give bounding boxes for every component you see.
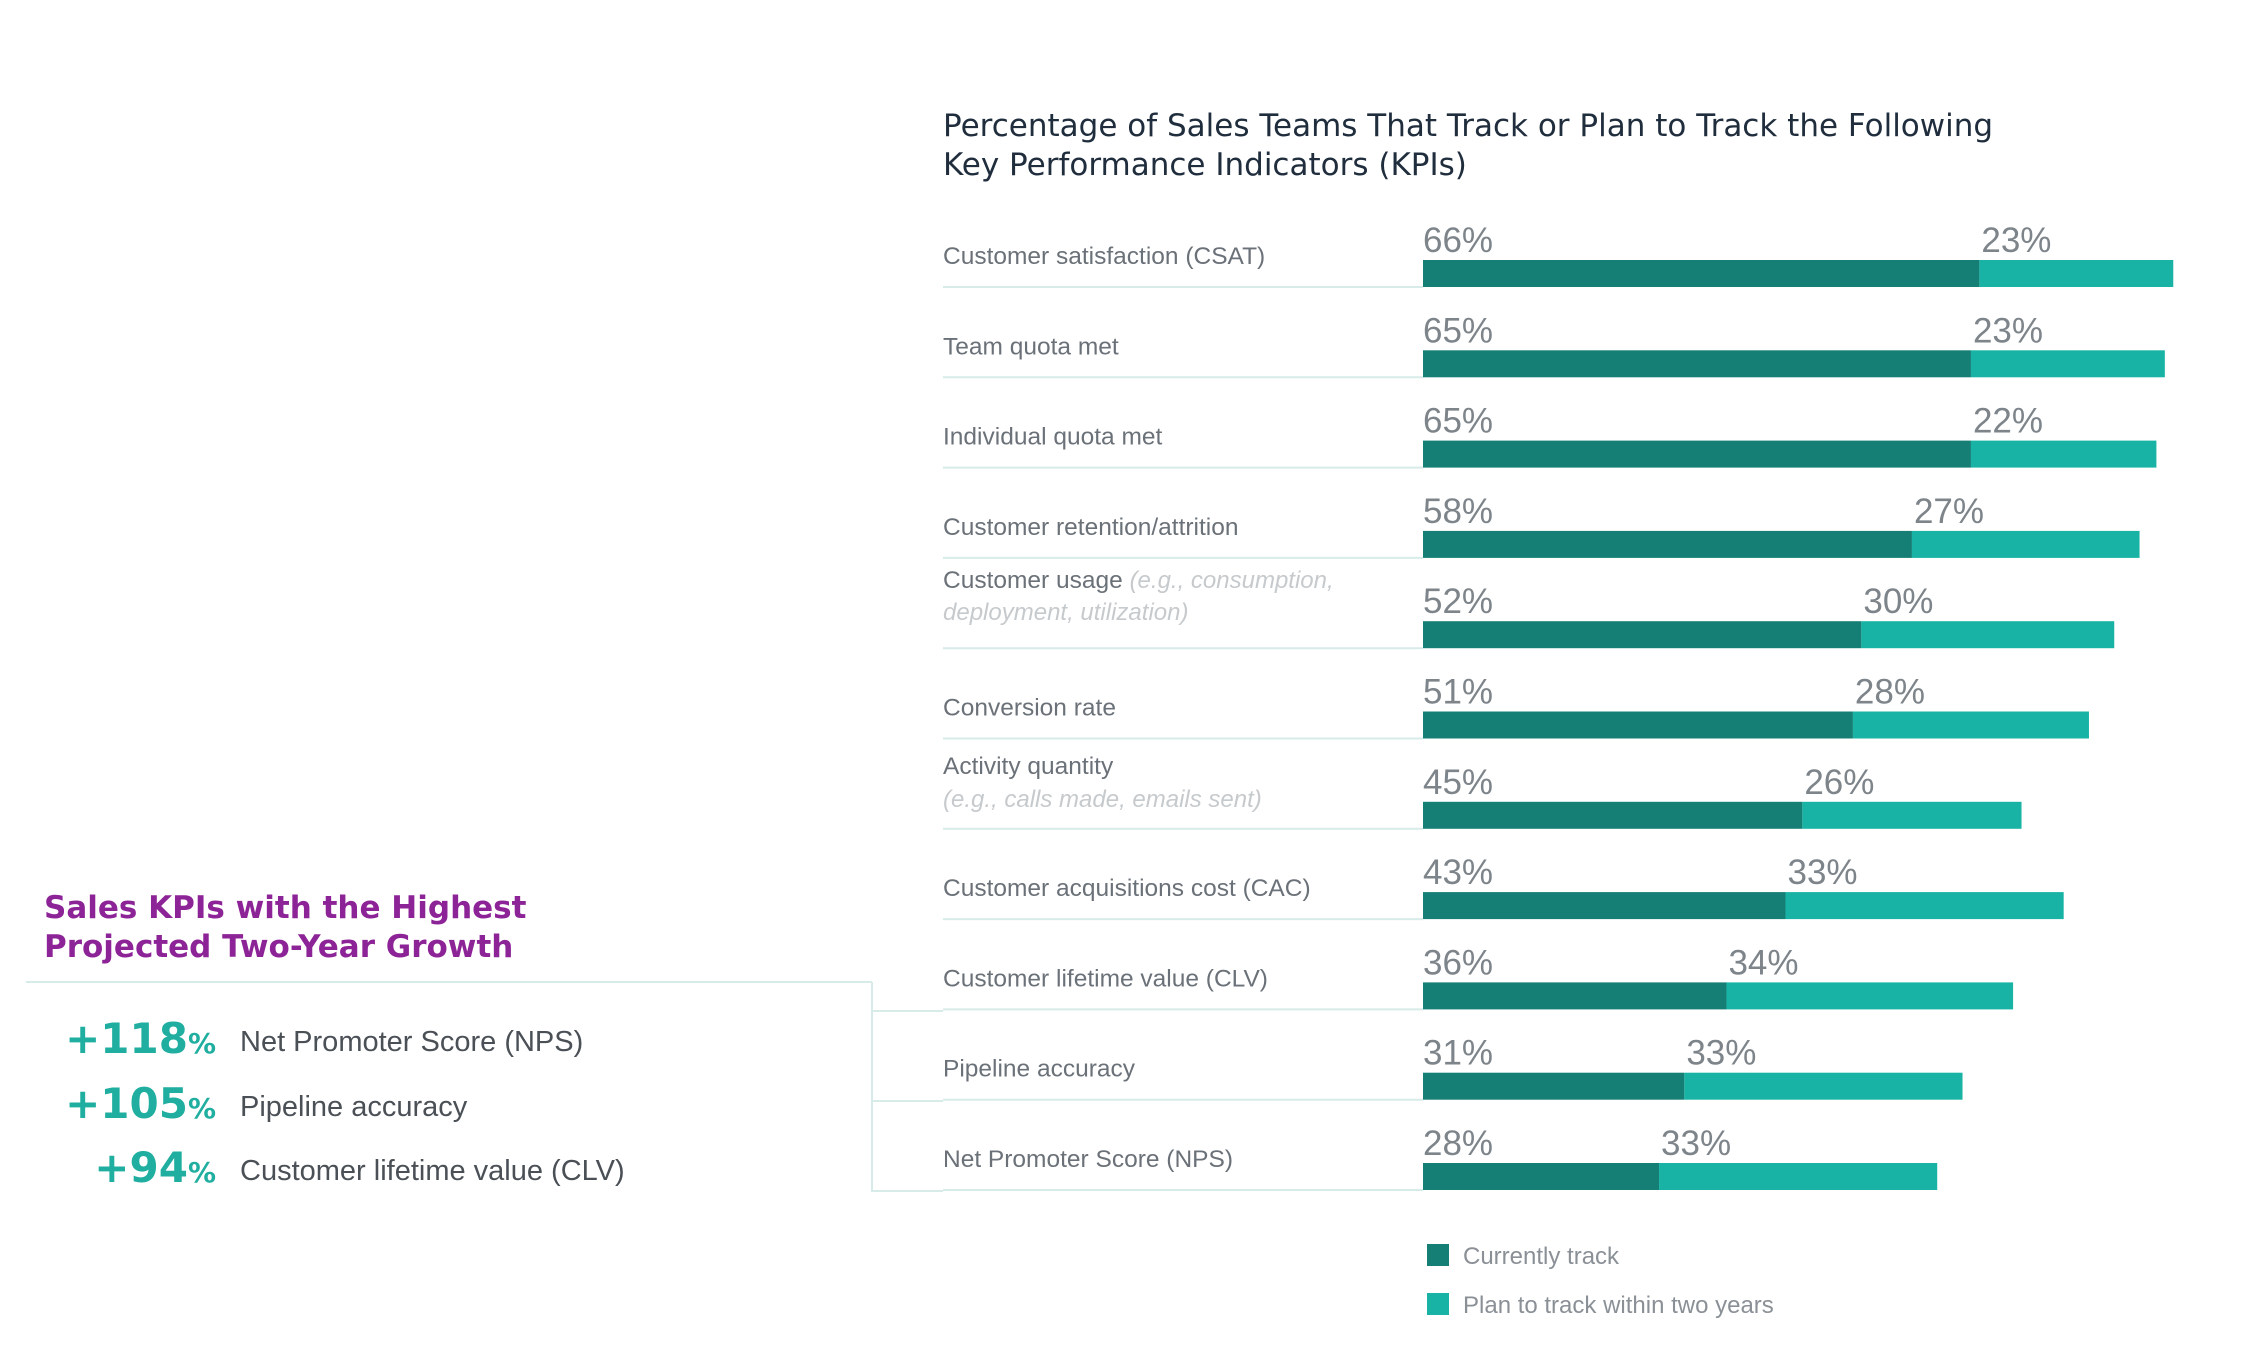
category-sublabel: deployment, utilization) bbox=[943, 599, 1188, 626]
chart-title-line-2: Key Performance Indicators (KPIs) bbox=[943, 147, 1467, 183]
value-label-plan: 23% bbox=[1973, 311, 2043, 350]
chart-row: Individual quota met 65% 22% bbox=[943, 402, 2157, 469]
category-label: Conversion rate bbox=[943, 695, 1116, 722]
growth-percent-sign: % bbox=[188, 1092, 216, 1125]
growth-value: +105% bbox=[65, 1079, 216, 1128]
growth-label: Customer lifetime value (CLV) bbox=[240, 1155, 625, 1187]
bar-plan bbox=[1852, 711, 2089, 739]
legend-swatch-current bbox=[1427, 1244, 1449, 1266]
chart-rows: Customer satisfaction (CSAT) 66% 23%Team q… bbox=[943, 221, 2174, 1191]
value-label-current: 65% bbox=[1423, 402, 1493, 441]
bar-plan bbox=[1726, 982, 2014, 1010]
chart-row: Customer usage (e.g., consumption, deploy… bbox=[943, 567, 2115, 650]
chart-title-line-1: Percentage of Sales Teams That Track or … bbox=[943, 108, 1993, 144]
category-label: Customer lifetime value (CLV) bbox=[943, 965, 1268, 992]
growth-label: Net Promoter Score (NPS) bbox=[240, 1026, 583, 1058]
category-label: Activity quantity bbox=[943, 753, 1114, 780]
category-label: Customer retention/attrition bbox=[943, 514, 1239, 541]
category-sublabel: (e.g., consumption, bbox=[1130, 567, 1334, 594]
growth-percent-sign: % bbox=[188, 1156, 216, 1189]
value-label-current: 36% bbox=[1423, 943, 1493, 982]
value-label-current: 45% bbox=[1423, 763, 1493, 802]
category-label: Customer acquisitions cost (CAC) bbox=[943, 875, 1311, 902]
growth-item: +118% Net Promoter Score (NPS) bbox=[65, 1014, 583, 1063]
bar-plan bbox=[1970, 350, 2165, 378]
value-label-current: 28% bbox=[1423, 1124, 1493, 1163]
category-label: Customer satisfaction (CSAT) bbox=[943, 243, 1265, 270]
legend-swatch-plan bbox=[1427, 1293, 1449, 1315]
chart-row: Net Promoter Score (NPS) 28% 33% bbox=[943, 1124, 1938, 1191]
category-label: Team quota met bbox=[943, 333, 1119, 360]
growth-title-line-1: Sales KPIs with the Highest bbox=[44, 890, 527, 926]
chart-row: Customer satisfaction (CSAT) 66% 23% bbox=[943, 221, 2174, 288]
growth-item: +94% Customer lifetime value (CLV) bbox=[94, 1143, 624, 1192]
bar-plan bbox=[1785, 892, 2064, 920]
growth-label: Pipeline accuracy bbox=[240, 1091, 468, 1123]
value-label-plan: 34% bbox=[1728, 943, 1798, 982]
value-label-current: 43% bbox=[1423, 853, 1493, 892]
value-label-plan: 33% bbox=[1686, 1034, 1756, 1073]
chart-row: Customer retention/attrition 58% 27% bbox=[943, 492, 2140, 559]
chart-row: Customer lifetime value (CLV) 36% 34% bbox=[943, 943, 2014, 1011]
value-label-current: 65% bbox=[1423, 311, 1493, 350]
bar-current bbox=[1423, 892, 1786, 920]
bar-plan bbox=[1802, 801, 2022, 829]
growth-list: +118% Net Promoter Score (NPS) +105% Pipeli… bbox=[65, 1014, 625, 1192]
value-label-plan: 30% bbox=[1863, 582, 1933, 621]
legend: Currently track Plan to track within two… bbox=[1427, 1243, 1774, 1319]
bar-current bbox=[1423, 440, 1971, 468]
growth-value: +94% bbox=[94, 1143, 216, 1192]
bar-plan bbox=[1861, 621, 2115, 649]
category-label: Net Promoter Score (NPS) bbox=[943, 1146, 1233, 1173]
value-label-plan: 33% bbox=[1661, 1124, 1731, 1163]
bar-plan bbox=[1684, 1072, 1963, 1100]
bar-current bbox=[1423, 1163, 1660, 1190]
bar-plan bbox=[1970, 440, 2157, 468]
value-label-plan: 22% bbox=[1973, 402, 2043, 441]
bar-current bbox=[1423, 801, 1803, 829]
category-label: Individual quota met bbox=[943, 424, 1162, 451]
bar-plan bbox=[1979, 260, 2174, 287]
bar-current bbox=[1423, 621, 1862, 649]
chart-row: Pipeline accuracy 31% 33% bbox=[943, 1034, 1963, 1101]
value-label-plan: 23% bbox=[1981, 221, 2051, 260]
bar-current bbox=[1423, 982, 1727, 1010]
chart-row: Activity quantity (e.g., calls made, emai… bbox=[943, 753, 2022, 830]
growth-title-line-2: Projected Two-Year Growth bbox=[44, 929, 513, 965]
growth-value: +118% bbox=[65, 1014, 216, 1063]
legend-label-plan: Plan to track within two years bbox=[1463, 1292, 1774, 1319]
value-label-current: 66% bbox=[1423, 221, 1493, 260]
bar-plan bbox=[1911, 530, 2140, 558]
value-label-current: 31% bbox=[1423, 1034, 1493, 1073]
bar-plan bbox=[1659, 1163, 1938, 1190]
chart-row: Team quota met 65% 23% bbox=[943, 311, 2165, 379]
growth-connector bbox=[26, 981, 943, 1192]
value-label-current: 51% bbox=[1423, 673, 1493, 712]
chart-row: Conversion rate 51% 28% bbox=[943, 673, 2089, 740]
growth-percent-sign: % bbox=[188, 1027, 216, 1060]
growth-panel: Sales KPIs with the Highest Projected Tw… bbox=[44, 890, 625, 1192]
bar-current bbox=[1423, 350, 1971, 378]
bar-current bbox=[1423, 1072, 1685, 1100]
value-label-plan: 28% bbox=[1855, 673, 1925, 712]
bar-current bbox=[1423, 260, 1980, 287]
value-label-plan: 33% bbox=[1787, 853, 1857, 892]
category-sublabel: (e.g., calls made, emails sent) bbox=[943, 786, 1262, 813]
bar-current bbox=[1423, 530, 1912, 558]
category-label: Customer usage (e.g., consumption, bbox=[943, 567, 1334, 594]
growth-item: +105% Pipeline accuracy bbox=[65, 1079, 468, 1128]
bar-current bbox=[1423, 711, 1853, 739]
value-label-plan: 27% bbox=[1914, 492, 1984, 531]
value-label-current: 58% bbox=[1423, 492, 1493, 531]
category-label: Pipeline accuracy bbox=[943, 1056, 1136, 1083]
legend-label-current: Currently track bbox=[1463, 1243, 1620, 1270]
value-label-current: 52% bbox=[1423, 582, 1493, 621]
value-label-plan: 26% bbox=[1804, 763, 1874, 802]
chart-row: Customer acquisitions cost (CAC) 43% 33% bbox=[943, 853, 2064, 921]
